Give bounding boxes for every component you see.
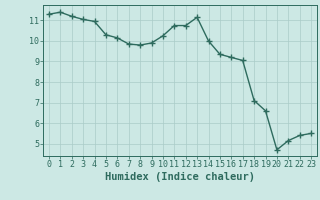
X-axis label: Humidex (Indice chaleur): Humidex (Indice chaleur) — [105, 172, 255, 182]
